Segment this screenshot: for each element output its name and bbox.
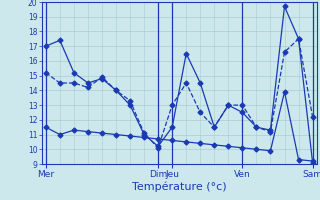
X-axis label: Température (°c): Température (°c): [132, 181, 227, 192]
